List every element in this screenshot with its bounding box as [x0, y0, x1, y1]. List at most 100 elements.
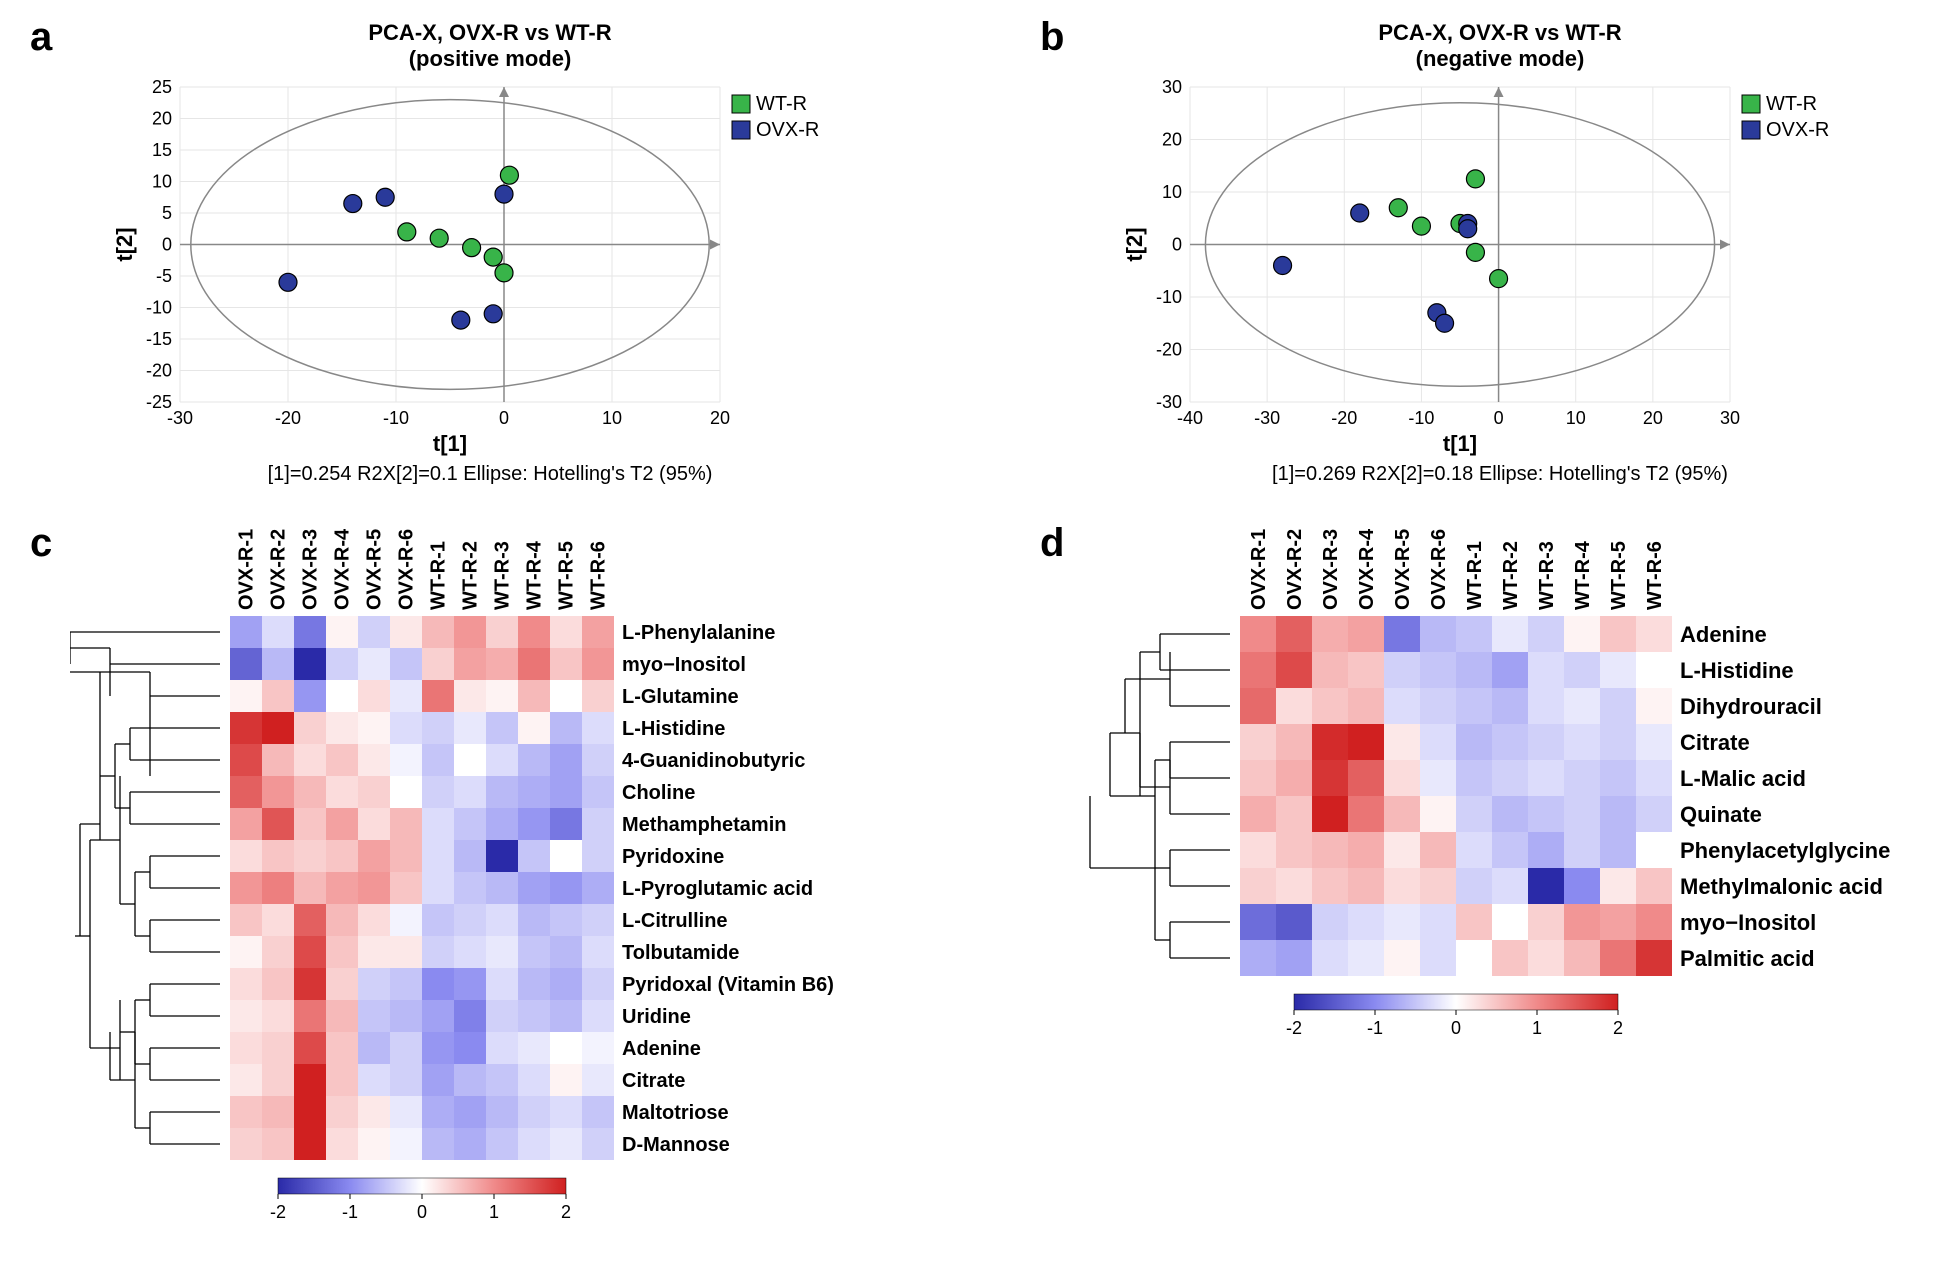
- svg-text:10: 10: [602, 408, 622, 428]
- svg-text:WT-R-5: WT-R-5: [555, 541, 577, 610]
- panel-b-scatter: -40-30-20-100102030-30-20-100102030t[1]t…: [1120, 77, 1880, 457]
- svg-text:WT-R-3: WT-R-3: [1536, 541, 1558, 610]
- panel-a-label: a: [30, 15, 52, 60]
- svg-text:-1: -1: [342, 1202, 358, 1222]
- svg-text:t[2]: t[2]: [112, 227, 137, 261]
- svg-text:1: 1: [489, 1202, 499, 1222]
- svg-text:20: 20: [1643, 408, 1663, 428]
- svg-text:OVX-R-6: OVX-R-6: [395, 529, 417, 610]
- svg-text:2: 2: [561, 1202, 571, 1222]
- svg-text:WT-R-3: WT-R-3: [491, 541, 513, 610]
- panel-b-title: PCA-X, OVX-R vs WT-R (negative mode): [1120, 20, 1880, 73]
- panel-c-heatmap: OVX-R-1OVX-R-2OVX-R-3OVX-R-4OVX-R-5OVX-R…: [70, 526, 970, 1246]
- svg-text:30: 30: [1720, 408, 1740, 428]
- svg-text:WT-R-4: WT-R-4: [523, 540, 545, 610]
- svg-text:10: 10: [1566, 408, 1586, 428]
- svg-text:OVX-R: OVX-R: [756, 119, 819, 141]
- svg-text:WT-R-1: WT-R-1: [427, 541, 449, 610]
- svg-text:WT-R-5: WT-R-5: [1608, 541, 1630, 610]
- svg-text:Methamphetamin: Methamphetamin: [622, 814, 786, 836]
- svg-text:OVX-R-6: OVX-R-6: [1428, 529, 1450, 610]
- panel-a-title: PCA-X, OVX-R vs WT-R (positive mode): [110, 20, 870, 73]
- svg-text:-10: -10: [1156, 287, 1182, 307]
- panel-a-scatter: -30-20-1001020-25-20-15-10-50510152025t[…: [110, 77, 870, 457]
- svg-text:Adenine: Adenine: [622, 1038, 701, 1060]
- svg-text:Methylmalonic acid: Methylmalonic acid: [1680, 874, 1883, 899]
- svg-text:t[2]: t[2]: [1122, 227, 1147, 261]
- svg-text:-20: -20: [1156, 339, 1182, 359]
- svg-text:20: 20: [1162, 129, 1182, 149]
- svg-text:WT-R: WT-R: [1766, 93, 1817, 115]
- svg-text:L-Histidine: L-Histidine: [1680, 658, 1794, 683]
- svg-text:-30: -30: [1254, 408, 1280, 428]
- panel-b-caption: [1]=0.269 R2X[2]=0.18 Ellipse: Hotelling…: [1120, 463, 1880, 486]
- panel-a-caption: [1]=0.254 R2X[2]=0.1 Ellipse: Hotelling'…: [110, 463, 870, 486]
- svg-text:WT-R-6: WT-R-6: [1644, 541, 1666, 610]
- svg-text:L-Phenylalanine: L-Phenylalanine: [622, 622, 775, 644]
- svg-text:1: 1: [1532, 1018, 1542, 1038]
- svg-text:4-Guanidinobutyric: 4-Guanidinobutyric: [622, 750, 805, 772]
- svg-text:L-Histidine: L-Histidine: [622, 718, 725, 740]
- svg-text:Phenylacetylglycine: Phenylacetylglycine: [1680, 838, 1890, 863]
- svg-text:10: 10: [1162, 182, 1182, 202]
- svg-text:Adenine: Adenine: [1680, 622, 1767, 647]
- svg-text:0: 0: [1451, 1018, 1461, 1038]
- svg-text:t[1]: t[1]: [1443, 431, 1477, 456]
- svg-text:Citrate: Citrate: [622, 1070, 685, 1092]
- svg-text:myo−Inositol: myo−Inositol: [1680, 910, 1816, 935]
- svg-text:Pyridoxine: Pyridoxine: [622, 846, 724, 868]
- svg-text:25: 25: [152, 77, 172, 97]
- svg-text:0: 0: [1494, 408, 1504, 428]
- svg-text:-20: -20: [275, 408, 301, 428]
- svg-text:2: 2: [1613, 1018, 1623, 1038]
- svg-text:-2: -2: [270, 1202, 286, 1222]
- svg-text:OVX-R-1: OVX-R-1: [235, 529, 257, 610]
- svg-text:L-Citrulline: L-Citrulline: [622, 910, 728, 932]
- svg-text:-1: -1: [1367, 1018, 1383, 1038]
- panel-b-title-line2: (negative mode): [1416, 46, 1585, 71]
- svg-text:WT-R-6: WT-R-6: [587, 541, 609, 610]
- svg-text:OVX-R-2: OVX-R-2: [267, 529, 289, 610]
- panel-c-label: c: [30, 521, 52, 566]
- svg-text:Dihydrouracil: Dihydrouracil: [1680, 694, 1822, 719]
- svg-text:Citrate: Citrate: [1680, 730, 1750, 755]
- svg-text:0: 0: [162, 234, 172, 254]
- svg-text:WT-R-2: WT-R-2: [1500, 541, 1522, 610]
- svg-text:WT-R-2: WT-R-2: [459, 541, 481, 610]
- svg-text:OVX-R: OVX-R: [1766, 119, 1829, 141]
- svg-text:OVX-R-1: OVX-R-1: [1248, 529, 1270, 610]
- svg-text:-2: -2: [1286, 1018, 1302, 1038]
- svg-text:Quinate: Quinate: [1680, 802, 1762, 827]
- svg-text:-10: -10: [1408, 408, 1434, 428]
- panel-a: a PCA-X, OVX-R vs WT-R (positive mode) -…: [20, 20, 970, 486]
- svg-text:L-Glutamine: L-Glutamine: [622, 686, 739, 708]
- svg-text:myo−Inositol: myo−Inositol: [622, 654, 746, 676]
- panel-b: b PCA-X, OVX-R vs WT-R (negative mode) -…: [1030, 20, 1946, 486]
- svg-text:t[1]: t[1]: [433, 431, 467, 456]
- panel-b-label: b: [1040, 15, 1064, 60]
- svg-text:Palmitic acid: Palmitic acid: [1680, 946, 1815, 971]
- svg-text:Maltotriose: Maltotriose: [622, 1102, 729, 1124]
- panel-d-heatmap: OVX-R-1OVX-R-2OVX-R-3OVX-R-4OVX-R-5OVX-R…: [1080, 526, 1946, 1086]
- svg-text:-25: -25: [146, 392, 172, 412]
- panel-c: c OVX-R-1OVX-R-2OVX-R-3OVX-R-4OVX-R-5OVX…: [20, 526, 970, 1251]
- svg-text:-10: -10: [383, 408, 409, 428]
- panel-a-title-line1: PCA-X, OVX-R vs WT-R: [368, 20, 611, 45]
- svg-text:-15: -15: [146, 329, 172, 349]
- svg-text:0: 0: [499, 408, 509, 428]
- svg-text:30: 30: [1162, 77, 1182, 97]
- svg-text:15: 15: [152, 140, 172, 160]
- svg-text:20: 20: [710, 408, 730, 428]
- svg-text:-10: -10: [146, 297, 172, 317]
- svg-text:Tolbutamide: Tolbutamide: [622, 942, 739, 964]
- svg-text:10: 10: [152, 171, 172, 191]
- panel-a-title-line2: (positive mode): [409, 46, 572, 71]
- svg-text:Uridine: Uridine: [622, 1006, 691, 1028]
- panel-d: d OVX-R-1OVX-R-2OVX-R-3OVX-R-4OVX-R-5OVX…: [1030, 526, 1946, 1251]
- svg-text:OVX-R-3: OVX-R-3: [1320, 529, 1342, 610]
- svg-text:-5: -5: [156, 266, 172, 286]
- svg-text:-20: -20: [1331, 408, 1357, 428]
- panel-d-label: d: [1040, 521, 1064, 566]
- svg-text:L-Malic acid: L-Malic acid: [1680, 766, 1806, 791]
- svg-text:OVX-R-2: OVX-R-2: [1284, 529, 1306, 610]
